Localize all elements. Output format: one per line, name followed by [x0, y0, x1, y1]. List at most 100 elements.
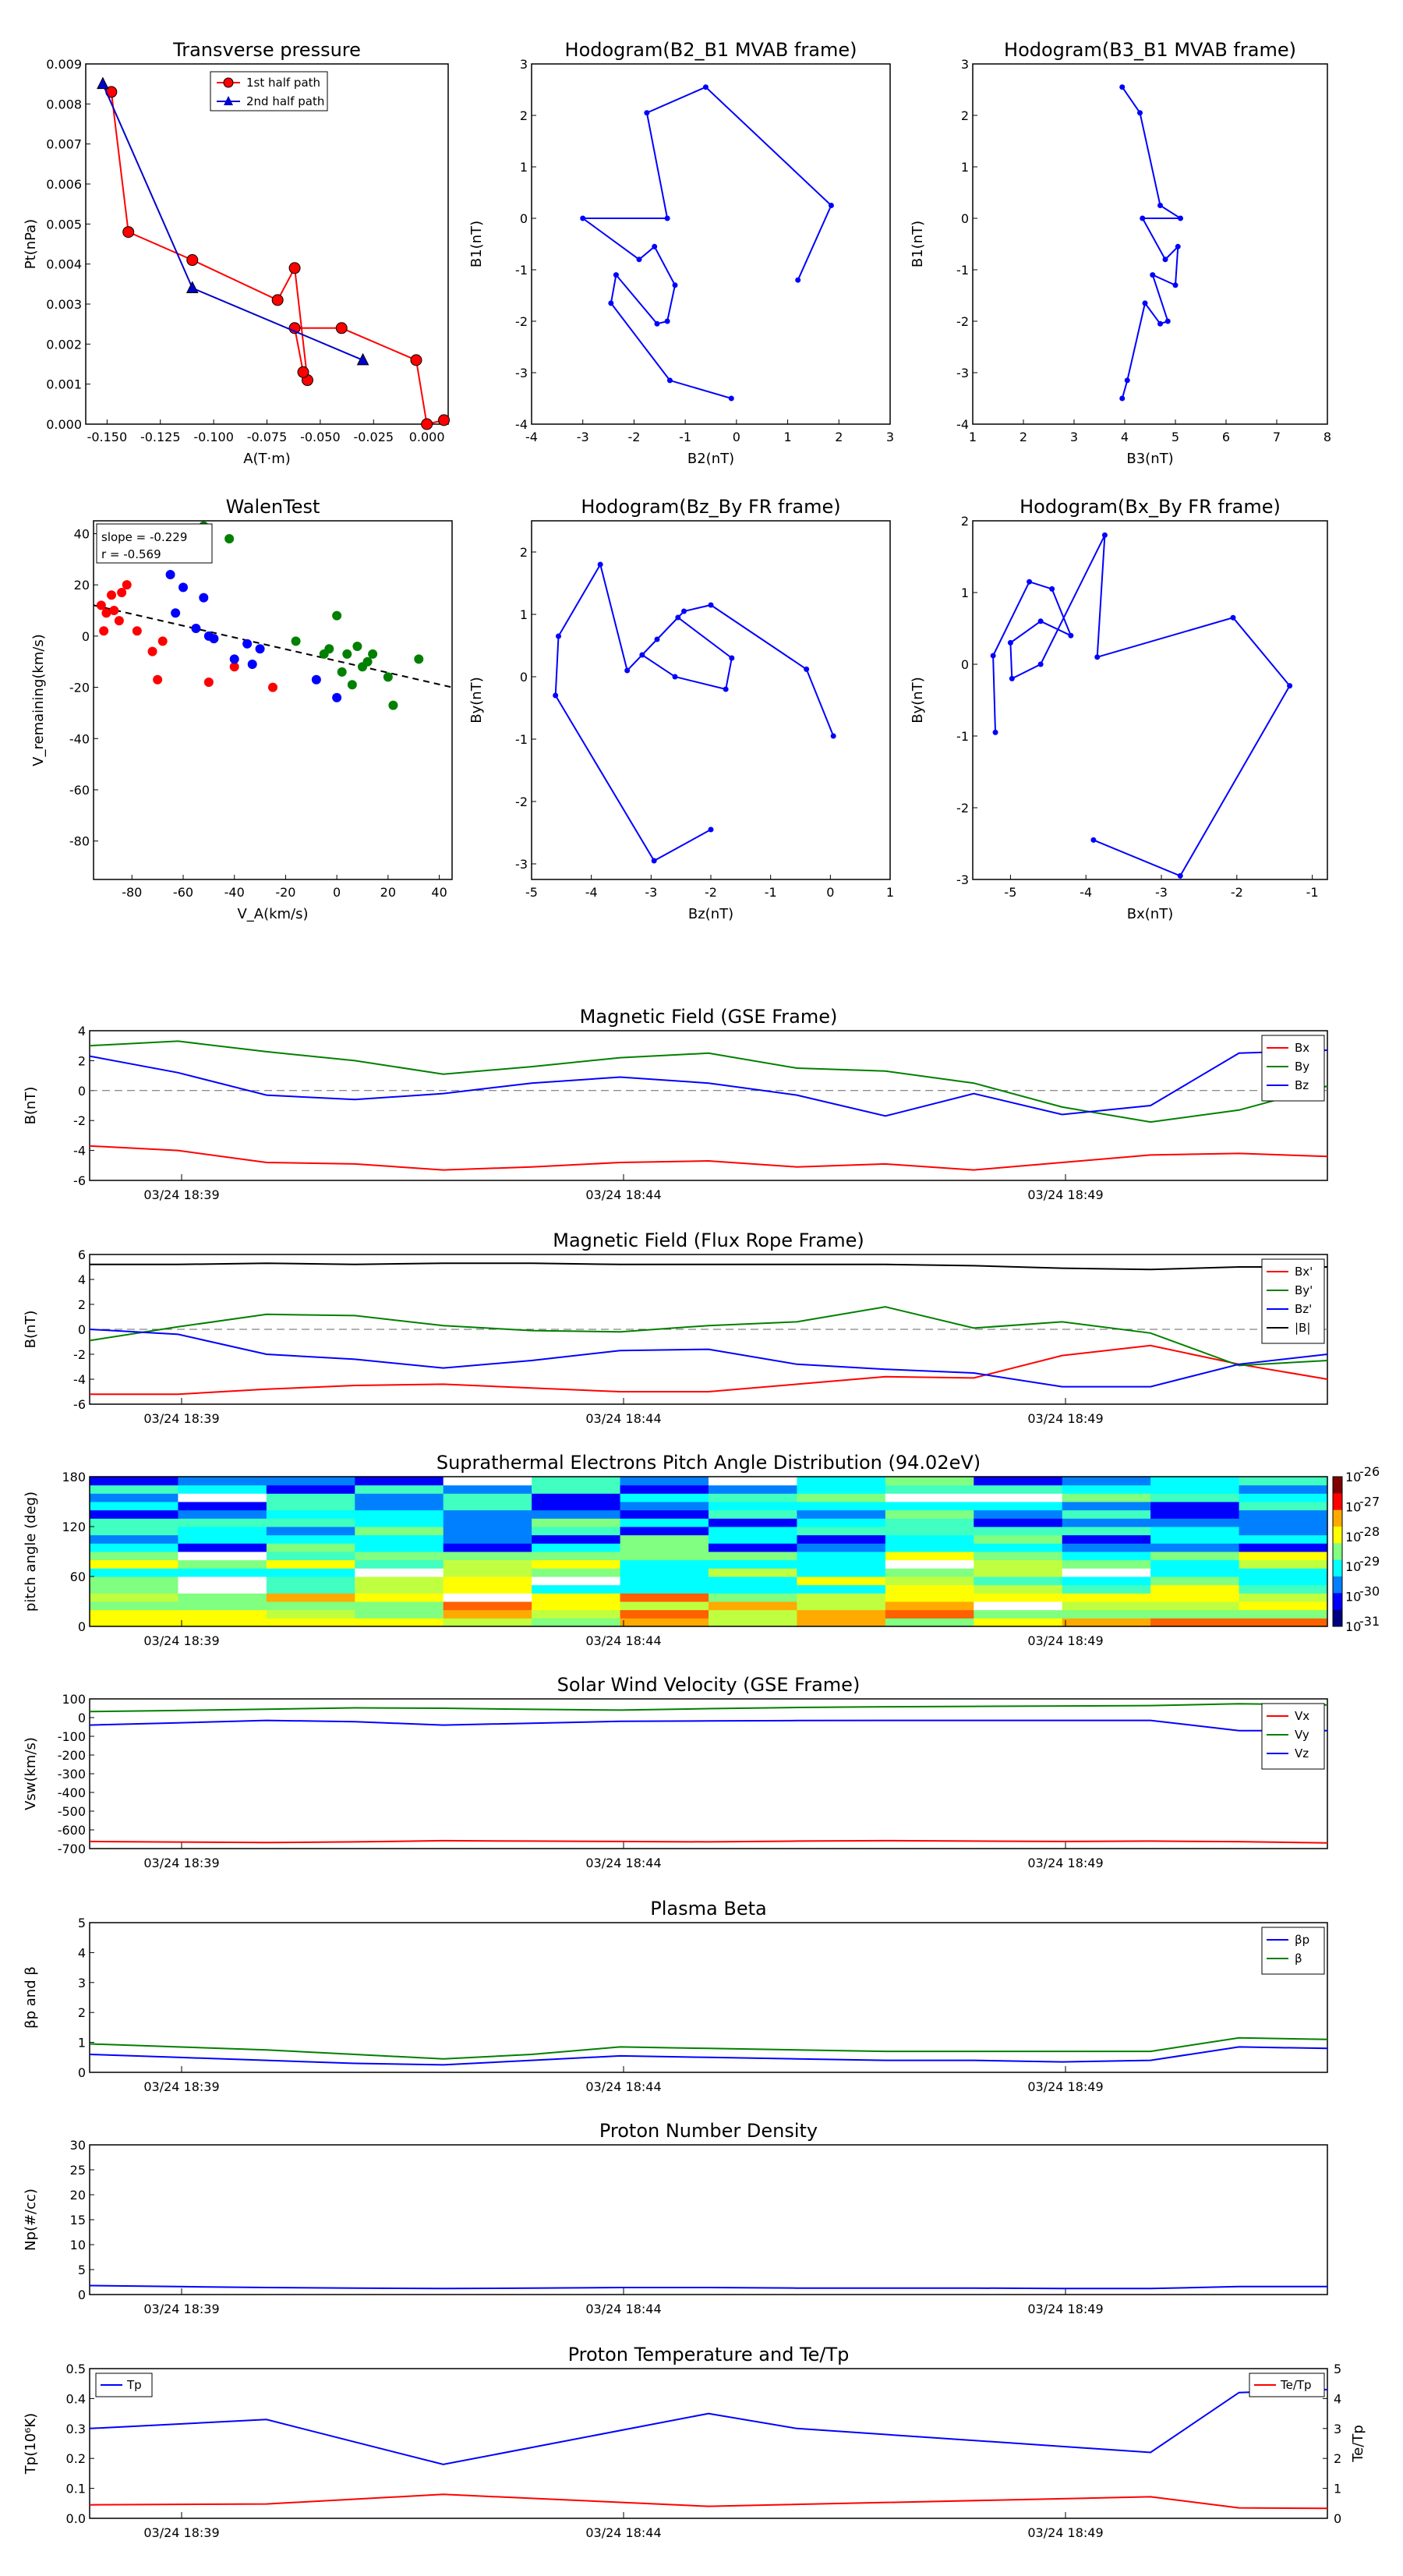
- pitch_angle-cell: [974, 1576, 1063, 1586]
- solar_wind_velocity-ytick-label: -500: [58, 1804, 86, 1819]
- solar_wind_velocity-ytick-label: -700: [58, 1842, 86, 1856]
- hodogram_b3_b1-ytick-label: 0: [961, 211, 969, 226]
- pitch_angle-cell: [709, 1518, 797, 1527]
- hodogram_b2_b1-xtick-label: 0: [733, 430, 740, 444]
- walen_test-point-1: [311, 674, 321, 685]
- pitch_angle-cell: [1062, 1493, 1151, 1502]
- pitch_angle-cell: [974, 1543, 1063, 1552]
- pitch_angle-cell: [443, 1601, 532, 1611]
- hodogram_bz_by-ytick-label: -2: [515, 794, 528, 809]
- pitch_angle-cell: [355, 1576, 444, 1586]
- transverse_pressure-axes-frame: [85, 63, 449, 425]
- pitch_angle-colorbar-exponent: -27: [1359, 1494, 1380, 1509]
- hodogram_b2_b1-ytick-label: -1: [515, 263, 528, 278]
- magnetic_field_gse-ytick-label: 2: [78, 1053, 86, 1068]
- walen_test-annotation-line: r = -0.569: [101, 547, 161, 561]
- magnetic_field_flux_rope-series-1-line: [89, 1306, 1328, 1367]
- walen_test-ytick-label: -60: [69, 783, 90, 798]
- pitch_angle-cell: [90, 1534, 178, 1544]
- walen_test-ylabel: V_remaining(km/s): [30, 634, 47, 766]
- hodogram_bz_by-xtick-label: 1: [886, 885, 894, 900]
- proton_density-ytick-label: 0: [78, 2288, 86, 2302]
- pitch_angle-cell: [885, 1493, 974, 1502]
- pitch_angle-colorbar-exponent: -26: [1359, 1464, 1380, 1479]
- walen_test-point-2: [342, 649, 352, 659]
- pitch_angle-cell: [1239, 1568, 1328, 1577]
- pitch_angle-cell: [1062, 1584, 1151, 1594]
- hodogram_b3_b1-trace-point: [1178, 215, 1183, 221]
- pitch_angle-colorbar-frame: [1332, 1476, 1343, 1627]
- hodogram_b3_b1-xtick-label: 4: [1121, 430, 1129, 444]
- walen_test-xtick-label: -60: [173, 885, 193, 900]
- pitch_angle-cell: [620, 1576, 709, 1586]
- pitch_angle-cell: [1150, 1543, 1240, 1552]
- pitch_angle-cell: [797, 1477, 886, 1486]
- pitch_angle-cell: [178, 1593, 267, 1602]
- proton_temperature-ytick-label: 0.3: [66, 2422, 86, 2436]
- solar_wind_velocity-series-0-line: [89, 1839, 1328, 1844]
- pitch_angle-cell: [797, 1552, 886, 1561]
- hodogram_b2_b1-xtick-label: -4: [525, 430, 538, 444]
- pitch_angle-cell: [974, 1609, 1063, 1619]
- hodogram_bz_by-trace-line: [554, 562, 835, 862]
- pitch_angle-colorbar-segment: [1333, 1559, 1342, 1577]
- proton_temperature-ytick-label: 0.1: [66, 2482, 86, 2496]
- hodogram_b3_b1-ytick-label: -3: [956, 366, 969, 380]
- pitch_angle-cell: [266, 1477, 355, 1486]
- hodogram_b3_b1-trace-point: [1157, 203, 1163, 208]
- hodogram_bx_by-ytick-label: -1: [956, 729, 969, 744]
- transverse_pressure-series-0-marker: [271, 294, 284, 306]
- walen_test-point-2: [352, 642, 362, 651]
- hodogram_bz_by-trace-point: [681, 608, 687, 614]
- pitch_angle-cell: [178, 1502, 267, 1511]
- pitch_angle-cell: [797, 1559, 886, 1569]
- pitch_angle-cell: [709, 1484, 797, 1494]
- magnetic_field_flux_rope-ytick-label: -4: [73, 1372, 86, 1387]
- walen_test-point-1: [255, 644, 265, 654]
- hodogram_bx_by-trace-point: [1230, 614, 1236, 621]
- pitch_angle-cell: [709, 1568, 797, 1577]
- hodogram_b3_b1-xtick-label: 3: [1070, 430, 1078, 444]
- pitch_angle-cell: [1239, 1609, 1328, 1619]
- pitch_angle-colorbar-exponent: -28: [1359, 1524, 1380, 1539]
- solar_wind_velocity-ytick-label: -600: [58, 1823, 86, 1838]
- pitch_angle-cell: [620, 1493, 709, 1502]
- pitch_angle-cell: [178, 1518, 267, 1527]
- hodogram_bx_by-axes-frame: [972, 520, 1328, 880]
- pitch_angle-cell: [355, 1552, 444, 1561]
- walen_test-point-1: [191, 624, 201, 633]
- pitch_angle-cell: [797, 1534, 886, 1544]
- walen_test-point-1: [247, 660, 257, 669]
- proton_density-ylabel: Np(#/cc): [23, 2189, 39, 2251]
- pitch_angle-colorbar-segment: [1333, 1609, 1342, 1627]
- hodogram_bz_by-xtick-label: -3: [645, 885, 657, 900]
- pitch_angle-cell: [443, 1527, 532, 1536]
- pitch_angle-cell: [1239, 1543, 1328, 1552]
- plasma_beta-ytick-label: 4: [78, 1945, 86, 1960]
- pitch_angle-cell: [709, 1477, 797, 1486]
- pitch_angle-cell: [885, 1534, 974, 1544]
- pitch_angle-cell: [974, 1509, 1063, 1519]
- transverse_pressure-ytick-label: 0.006: [46, 177, 82, 192]
- pitch_angle-cell: [620, 1601, 709, 1611]
- hodogram_b2_b1-ytick-label: 1: [520, 160, 528, 175]
- pitch_angle-colorbar-tick: 10: [1345, 1619, 1361, 1634]
- pitch_angle-cell: [532, 1584, 621, 1594]
- magnetic_field_flux_rope-time-tick-label: 03/24 18:49: [1027, 1411, 1103, 1426]
- pitch_angle-cell: [90, 1584, 178, 1594]
- magnetic_field_flux_rope-ytick-label: 2: [78, 1297, 86, 1312]
- walen_test-point-0: [147, 646, 157, 656]
- pitch_angle-cell: [355, 1559, 444, 1569]
- walen_test-ytick-label: 40: [74, 526, 90, 541]
- walen_test-point-1: [242, 639, 253, 649]
- transverse_pressure-series-0-marker: [297, 366, 309, 378]
- pitch_angle-cell: [532, 1543, 621, 1552]
- pitch_angle-cell: [709, 1509, 797, 1519]
- pitch_angle-cell: [443, 1609, 532, 1619]
- magnetic_field_gse-series-2-line: [89, 1049, 1328, 1117]
- pitch_angle-colorbar-tick: 10: [1345, 1499, 1361, 1514]
- pitch_angle-cell: [620, 1534, 709, 1544]
- hodogram_bx_by-xlabel: Bx(nT): [1127, 906, 1173, 922]
- plasma_beta-panel: Plasma Beta 0 1 2 3 4 5 03/24 18:39 03/24 18:44 0…: [23, 1898, 1328, 2094]
- magnetic_field_flux_rope-ylabel: B(nT): [23, 1311, 39, 1349]
